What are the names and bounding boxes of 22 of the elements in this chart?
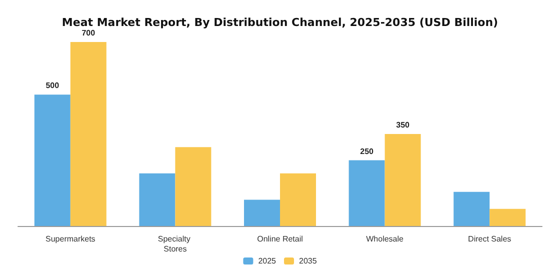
legend-label: 2035 xyxy=(299,256,318,266)
bar xyxy=(70,42,106,226)
bar xyxy=(490,208,526,226)
bar xyxy=(139,173,176,226)
data-label: 500 xyxy=(46,81,60,90)
legend-label: 2025 xyxy=(258,256,277,266)
bar xyxy=(244,200,280,226)
x-tick-label: Online Retail xyxy=(257,234,304,244)
bar xyxy=(175,147,212,226)
x-tick-label: Specialty Stores xyxy=(158,234,193,254)
bar xyxy=(34,94,70,226)
data-label: 350 xyxy=(396,120,410,130)
data-label: 250 xyxy=(360,146,374,156)
bar xyxy=(384,134,421,226)
data-label: 700 xyxy=(82,28,96,38)
x-tick-label: Supermarkets xyxy=(46,234,96,244)
chart-title: Meat Market Report, By Distribution Channel, 2025-2035 (USD Billion) xyxy=(62,16,498,29)
bar xyxy=(280,173,316,226)
x-tick-label: Direct Sales xyxy=(468,234,512,244)
bar xyxy=(454,192,490,226)
x-tick-label: Wholesale xyxy=(366,234,404,244)
bar xyxy=(348,160,385,226)
